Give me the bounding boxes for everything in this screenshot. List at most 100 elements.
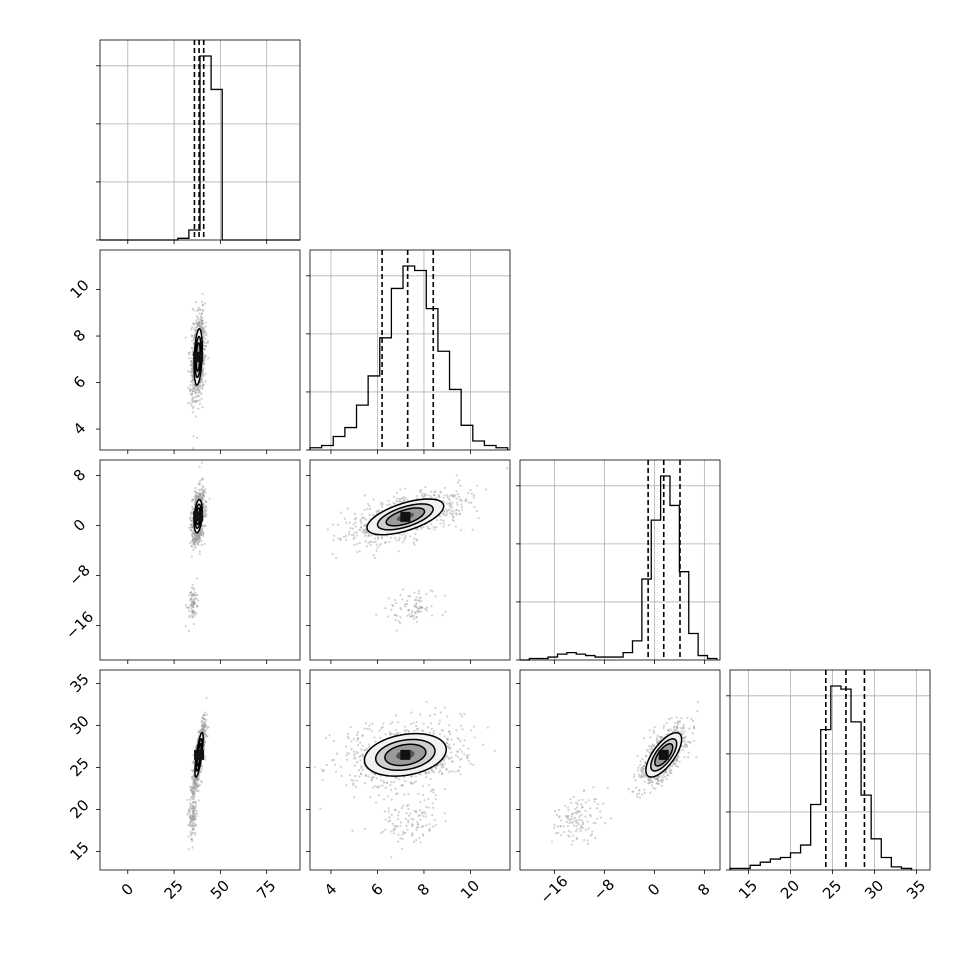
x-tick-label: 10 <box>457 877 483 903</box>
scatter-point <box>360 522 363 525</box>
scatter-point <box>563 831 566 834</box>
scatter-point <box>192 435 195 438</box>
scatter-point <box>196 491 199 495</box>
scatter-point <box>192 615 195 619</box>
scatter-point <box>201 477 204 480</box>
scatter-point <box>203 725 206 728</box>
scatter-point <box>196 388 199 391</box>
scatter-point <box>199 492 202 495</box>
scatter-point <box>201 531 205 535</box>
scatter-point <box>411 824 414 828</box>
scatter-point <box>359 759 362 762</box>
scatter-point <box>203 356 206 359</box>
scatter-point <box>405 603 408 606</box>
scatter-point <box>206 735 209 738</box>
scatter-point <box>189 817 192 820</box>
scatter-point <box>402 496 405 499</box>
scatter-point <box>190 363 194 367</box>
scatter-point <box>192 775 195 778</box>
scatter-point <box>197 318 200 321</box>
scatter-point <box>363 517 366 520</box>
x-tick-label: 25 <box>819 877 845 903</box>
scatter-point <box>352 533 355 537</box>
scatter-point <box>397 778 400 781</box>
scatter-point <box>321 770 325 773</box>
y-tick-label: 8 <box>70 466 89 485</box>
scatter-point <box>191 828 194 832</box>
scatter-point <box>434 595 437 598</box>
scatter-point <box>395 733 398 736</box>
scatter-point <box>394 714 398 717</box>
scatter-point <box>413 809 416 813</box>
scatter-point <box>205 724 208 727</box>
scatter-point <box>404 725 407 728</box>
scatter-point <box>412 541 415 544</box>
scatter-point <box>193 602 196 606</box>
y-tick-label: 20 <box>67 796 93 822</box>
scatter-point <box>455 513 458 516</box>
scatter-point <box>355 779 358 782</box>
scatter-point <box>193 539 196 542</box>
scatter-point <box>202 331 205 335</box>
scatter-point <box>345 783 348 787</box>
scatter-point <box>467 501 471 504</box>
scatter-point <box>196 537 199 540</box>
scatter-point <box>187 386 190 389</box>
scatter-point <box>191 401 195 404</box>
scatter-point <box>403 793 406 796</box>
scatter-point <box>377 794 381 797</box>
scatter-point <box>414 775 417 778</box>
scatter-point <box>201 533 204 536</box>
scatter-point <box>370 729 373 732</box>
scatter-point <box>396 497 399 500</box>
scatter-point <box>350 534 353 537</box>
scatter-point <box>432 791 435 794</box>
scatter-point <box>192 600 195 603</box>
scatter-point <box>396 721 400 724</box>
scatter-point <box>660 736 663 739</box>
scatter-point <box>372 776 375 779</box>
scatter-point <box>194 784 197 787</box>
scatter-point <box>424 824 428 827</box>
scatter-point <box>375 801 378 804</box>
scatter-point <box>352 779 355 782</box>
scatter-point <box>194 831 197 834</box>
scatter-point <box>466 756 469 759</box>
scatter-point <box>193 786 197 789</box>
scatter-point <box>191 793 194 796</box>
scatter-point <box>192 539 195 542</box>
scatter-point <box>368 727 371 731</box>
scatter-point <box>198 402 202 405</box>
scatter-point <box>669 769 672 772</box>
scatter-point <box>675 716 678 719</box>
scatter-point <box>190 838 193 841</box>
scatter-point <box>370 771 373 774</box>
scatter-point <box>415 724 418 727</box>
scatter-point <box>198 399 201 402</box>
scatter-point <box>345 538 348 541</box>
scatter-point <box>204 729 207 733</box>
scatter-point <box>192 593 195 596</box>
scatter-point <box>359 772 363 776</box>
scatter-point <box>191 818 195 821</box>
scatter-point <box>191 824 194 827</box>
scatter-point <box>192 536 195 539</box>
scatter-point <box>675 756 679 759</box>
scatter-point <box>423 495 426 498</box>
scatter-point <box>381 784 384 787</box>
scatter-point <box>201 729 204 732</box>
scatter-point <box>413 729 416 732</box>
scatter-point <box>196 533 199 536</box>
scatter-point <box>469 762 472 765</box>
scatter-point <box>193 816 197 820</box>
scatter-point <box>446 742 449 745</box>
scatter-point <box>393 809 396 812</box>
scatter-point <box>192 594 195 597</box>
scatter-point <box>363 530 366 533</box>
scatter-point <box>204 380 207 383</box>
scatter-point <box>190 529 194 532</box>
scatter-point <box>197 543 200 547</box>
scatter-point <box>421 833 424 836</box>
scatter-point <box>375 549 378 552</box>
scatter-point <box>201 530 204 534</box>
